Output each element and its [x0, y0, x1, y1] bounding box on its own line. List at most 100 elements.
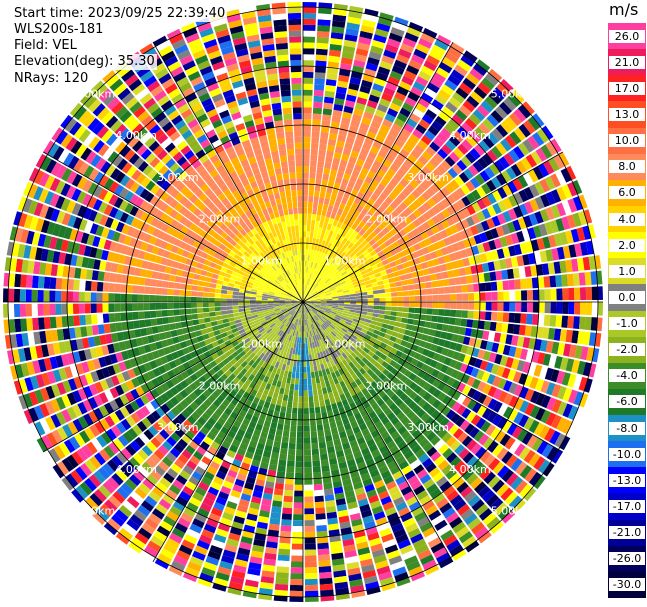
velocity-gate — [110, 332, 119, 343]
velocity-gate — [325, 306, 332, 310]
velocity-gate — [329, 421, 337, 429]
velocity-gate — [436, 164, 447, 175]
velocity-gate — [374, 272, 382, 278]
velocity-gate — [449, 544, 464, 557]
velocity-gate — [391, 143, 402, 153]
velocity-gate — [424, 275, 432, 282]
velocity-gate — [265, 439, 274, 447]
velocity-gate — [352, 318, 360, 323]
velocity-gate — [490, 227, 499, 239]
velocity-gate — [90, 292, 97, 302]
velocity-gate — [449, 135, 461, 147]
velocity-gate — [529, 198, 540, 212]
velocity-gate — [492, 376, 502, 388]
velocity-gate — [312, 335, 316, 342]
velocity-gate — [336, 140, 345, 148]
velocity-gate — [13, 303, 21, 318]
velocity-gate — [395, 350, 403, 358]
velocity-gate — [454, 460, 466, 472]
velocity-gate — [326, 327, 333, 333]
velocity-gate — [253, 410, 261, 418]
velocity-gate — [403, 396, 413, 406]
velocity-gate — [357, 334, 365, 341]
velocity-gate — [426, 366, 435, 375]
velocity-gate — [243, 431, 253, 440]
velocity-gate — [315, 257, 320, 264]
velocity-gate — [341, 327, 348, 333]
velocity-gate — [141, 550, 156, 562]
velocity-gate — [62, 328, 70, 340]
velocity-gate — [300, 313, 302, 320]
velocity-gate — [335, 272, 341, 278]
velocity-gate — [354, 240, 361, 248]
velocity-gate — [341, 270, 348, 277]
velocity-gate — [286, 466, 295, 473]
velocity-gate — [268, 351, 274, 359]
velocity-gate — [496, 483, 510, 497]
velocity-gate — [343, 217, 350, 226]
velocity-gate — [210, 481, 222, 491]
velocity-gate — [454, 361, 463, 371]
velocity-gate — [122, 431, 134, 444]
velocity-gate — [84, 427, 96, 441]
velocity-gate — [114, 384, 125, 396]
velocity-gate — [374, 339, 382, 346]
velocity-gate — [353, 450, 363, 459]
velocity-gate — [99, 260, 107, 271]
velocity-gate — [261, 304, 268, 307]
velocity-gate — [379, 98, 391, 108]
velocity-gate — [574, 345, 583, 359]
velocity-gate — [226, 309, 234, 314]
velocity-gate — [331, 231, 338, 239]
velocity-gate — [344, 33, 358, 42]
velocity-gate — [298, 337, 302, 344]
velocity-gate — [388, 555, 403, 566]
velocity-gate — [524, 325, 532, 337]
velocity-gate — [215, 311, 222, 316]
velocity-gate — [267, 408, 274, 416]
velocity-gate — [431, 280, 438, 288]
velocity-gate — [252, 376, 259, 384]
velocity-gate — [416, 346, 425, 354]
velocity-gate — [460, 249, 468, 259]
velocity-gate — [444, 155, 456, 167]
velocity-gate — [81, 444, 93, 459]
velocity-gate — [317, 161, 325, 168]
velocity-gate — [375, 154, 385, 164]
velocity-gate — [353, 386, 361, 394]
velocity-gate — [370, 346, 378, 354]
velocity-gate — [146, 441, 157, 453]
velocity-gate — [222, 549, 236, 559]
velocity-gate — [45, 330, 53, 343]
velocity-gate — [382, 337, 390, 345]
velocity-gate — [439, 263, 448, 272]
velocity-gate — [319, 245, 324, 253]
velocity-gate — [176, 247, 185, 256]
velocity-gate — [443, 356, 452, 366]
velocity-gate — [389, 70, 403, 81]
velocity-gate — [309, 342, 313, 349]
velocity-gate — [526, 434, 539, 449]
velocity-gate — [231, 327, 239, 334]
velocity-gate — [234, 280, 242, 286]
velocity-gate — [206, 271, 214, 278]
velocity-gate — [303, 125, 312, 132]
velocity-gate — [176, 349, 185, 358]
velocity-gate — [445, 512, 460, 524]
velocity-gate — [320, 316, 326, 322]
velocity-gate — [584, 271, 592, 286]
velocity-gate — [304, 466, 312, 474]
velocity-gate — [368, 94, 380, 104]
velocity-gate — [345, 341, 352, 348]
velocity-gate — [161, 372, 171, 382]
velocity-gate — [251, 434, 260, 443]
velocity-gate — [296, 313, 300, 319]
velocity-gate — [273, 305, 280, 309]
velocity-gate — [67, 378, 78, 391]
velocity-gate — [471, 459, 483, 472]
velocity-gate — [293, 342, 297, 349]
velocity-gate — [415, 123, 427, 135]
velocity-gate — [305, 590, 319, 597]
velocity-gate — [112, 363, 122, 374]
velocity-gate — [371, 333, 379, 339]
